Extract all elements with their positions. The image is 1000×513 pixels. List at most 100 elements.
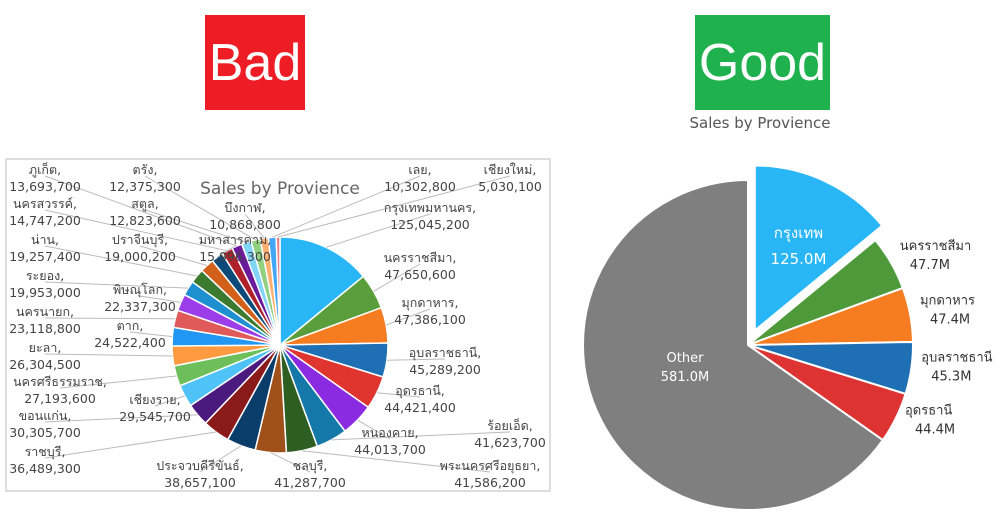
slice-label-value: 22,337,300: [104, 299, 176, 314]
bad-chart-frame: [5, 158, 551, 492]
slice-label-category: นครนายก,: [16, 304, 74, 319]
slice-label-value: 13,693,700: [9, 179, 81, 194]
slice-label-value: 45.3M: [931, 370, 971, 385]
slice-label-value: 41,287,700: [274, 475, 346, 490]
leader-line: [144, 209, 247, 243]
slice-label-value: 125.0M: [771, 250, 827, 268]
slice-label-category: เชียงราย,: [129, 392, 180, 407]
slice-label-category: สตูล,: [131, 196, 158, 212]
slice-label-category: ขอนแก่น,: [19, 408, 72, 423]
slice-label-category: บึงกาฬ,: [224, 200, 265, 215]
good-chart-title: Sales by Provience: [689, 114, 831, 132]
leader-line: [373, 263, 421, 292]
slice-label-category: นครราชสีมา: [900, 238, 971, 254]
slice-label-value: 125,045,200: [390, 217, 470, 232]
slice-label-category: พระนครศรีอยุธยา,: [440, 458, 541, 474]
slice-label-category: กรุงเทพมหานคร,: [384, 200, 476, 216]
slice-label-category: ปราจีนบุรี,: [112, 232, 168, 248]
leader-line: [325, 213, 431, 248]
slice-label-value: 47.4M: [930, 313, 970, 328]
leader-line: [144, 175, 256, 241]
slice-label-value: 23,118,800: [9, 321, 81, 336]
leader-line: [376, 392, 421, 398]
slice-label-category: พิษณุโลก,: [113, 282, 167, 298]
leader-line: [44, 175, 238, 247]
slice-label-value: 19,953,000: [9, 285, 81, 300]
leader-line: [44, 281, 189, 289]
slice-label-category: นครศรีธรรมราช,: [13, 374, 107, 389]
slice-label-value: 14,747,200: [9, 213, 81, 228]
slice-label-value: 41,586,200: [454, 475, 526, 490]
leader-line: [217, 245, 236, 258]
slice-label-category: ประจวบคีรีขันธ์,: [156, 458, 243, 473]
leader-line: [59, 375, 177, 389]
leader-line: [44, 353, 173, 357]
slice-label-category: ยะลา,: [29, 340, 62, 355]
slice-label-value: 19,000,200: [104, 249, 176, 264]
pie-slice: [582, 178, 885, 511]
slice-label-category: นครราชสีมา,: [384, 250, 457, 265]
leader-line: [44, 431, 217, 459]
slice-label-category: อุดรธานี: [905, 402, 952, 418]
slice-label-value: 44,013,700: [354, 442, 426, 457]
slice-label-category: ตาก,: [117, 318, 144, 333]
leader-line: [302, 450, 491, 473]
slice-label-category: ภูเก็ต,: [29, 162, 61, 178]
leader-line: [129, 331, 173, 338]
slice-label-category: มุกดาหาร: [920, 294, 975, 309]
pie-slice: [753, 164, 884, 333]
slice-label-value: 47,650,600: [384, 267, 456, 282]
slice-label-value: 15,996,300: [199, 249, 271, 264]
slice-label-value: 12,823,600: [109, 213, 181, 228]
slice-label-value: 29,545,700: [119, 409, 191, 424]
slice-label-value: 44,421,400: [384, 400, 456, 415]
slice-label-value: 10,868,800: [209, 217, 281, 232]
slice-label-value: 44.4M: [915, 422, 955, 437]
slice-label-category: น่าน,: [31, 232, 59, 247]
slice-label-value: 19,257,400: [9, 249, 81, 264]
slice-label-value: 5,030,100: [478, 179, 542, 194]
slice-label-value: 581.0M: [661, 370, 709, 385]
slice-label-value: 12,375,300: [109, 179, 181, 194]
leader-line: [154, 395, 185, 407]
pie-slice: [279, 236, 365, 347]
leader-line: [331, 431, 511, 441]
slice-label-category: อุบลราชธานี: [921, 350, 992, 366]
leader-line: [270, 452, 311, 473]
slice-label-value: 41,623,700: [474, 435, 546, 450]
leader-line: [199, 445, 242, 473]
slice-label-category: มุกดาหาร,: [402, 295, 459, 311]
slice-label-value: 45,289,200: [409, 362, 481, 377]
slice-label-value: 24,522,400: [94, 335, 166, 350]
leader-line: [272, 175, 421, 238]
slice-label-category: ชลบุรี,: [293, 458, 328, 474]
slice-label-value: 10,302,800: [384, 179, 456, 194]
leader-line: [357, 419, 391, 440]
slice-label-value: 47,386,100: [394, 312, 466, 327]
leader-line: [385, 308, 431, 326]
slice-label-category: เชียงใหม่,: [484, 162, 537, 177]
slice-label-category: อุดรธานี,: [395, 383, 445, 399]
slice-label-category: ตรัง,: [133, 162, 158, 177]
slice-label-category: ระยอง,: [26, 268, 64, 283]
leader-line: [44, 245, 198, 277]
slice-label-value: 27,193,600: [24, 391, 96, 406]
bad-badge: Bad: [205, 15, 305, 110]
leader-line: [44, 209, 228, 252]
slice-label-value: 36,489,300: [9, 461, 81, 476]
slice-label-category: มหาสารคาม,: [199, 232, 271, 247]
leader-line: [244, 213, 265, 239]
leader-line: [139, 245, 208, 266]
bad-chart-title: Sales by Provience: [200, 179, 360, 199]
slice-label-category: กรุงเทพ: [774, 224, 823, 243]
leader-line: [139, 295, 181, 303]
leader-line: [386, 358, 446, 361]
leader-line: [277, 175, 511, 238]
slice-label-category: ราชบุรี,: [25, 444, 66, 460]
slice-label-value: 26,304,500: [9, 357, 81, 372]
slice-label-category: นครสวรรค์,: [13, 196, 77, 211]
slice-label-category: เลย,: [408, 162, 431, 177]
slice-label-value: 47.7M: [910, 258, 950, 273]
slice-label-value: 38,657,100: [164, 475, 236, 490]
